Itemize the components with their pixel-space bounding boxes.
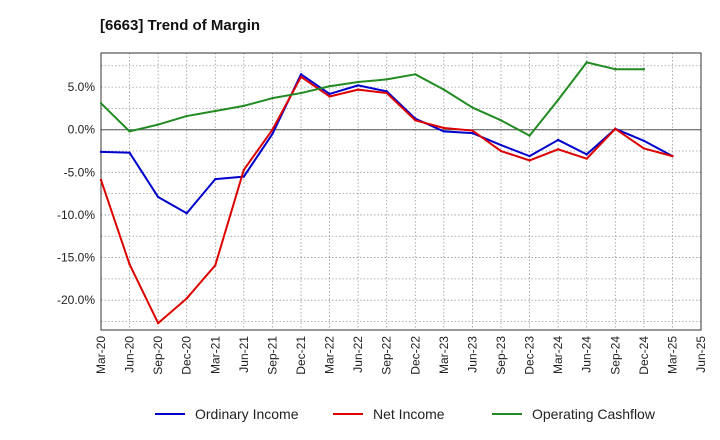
operating-cashflow-point (214, 109, 217, 113)
net-income-point (271, 128, 274, 131)
net-income-point (471, 129, 474, 132)
chart-title: [6663] Trend of Margin (100, 17, 260, 34)
operating-cashflow-point (242, 104, 246, 108)
x-tick-label: Sep-20 (151, 336, 165, 375)
net-income-point (642, 147, 646, 150)
net-income-point (214, 264, 217, 267)
operating-cashflow-point (299, 91, 303, 95)
ordinary-income-point (271, 132, 274, 136)
ordinary-income-point (556, 138, 560, 142)
x-tick-label: Jun-22 (351, 336, 365, 373)
net-income-point (442, 126, 446, 130)
net-income-point (585, 157, 588, 160)
x-tick-label: Jun-21 (237, 336, 251, 373)
net-income-point (614, 127, 617, 131)
x-tick-label: Sep-21 (265, 336, 279, 375)
x-tick-label: Sep-22 (380, 336, 394, 375)
ordinary-income-point (185, 212, 188, 215)
net-income-point (671, 154, 674, 158)
plot-area: 5.0% 0.0% -5.0% -10.0% -15.0% -20.0% Mar-20 Jun… (57, 52, 708, 375)
net-income-point (299, 75, 303, 79)
y-tick-label: -5.0% (64, 165, 96, 179)
ordinary-income-point (99, 150, 103, 154)
x-tick-label: Mar-23 (437, 336, 451, 374)
x-tick-label: Jun-24 (580, 336, 594, 373)
x-tick-label: Jun-25 (694, 336, 708, 373)
operating-cashflow-point (128, 130, 131, 133)
net-income-point (385, 91, 388, 95)
x-tick-label: Mar-20 (94, 336, 108, 374)
ordinary-income-point (499, 143, 503, 147)
ordinary-income-point (585, 153, 588, 156)
legend: Ordinary Income Net Income Operating Cashf… (155, 406, 656, 422)
net-income-point (556, 148, 560, 151)
plot-background (101, 53, 701, 330)
plot-frame (100, 52, 702, 331)
ordinary-income-point (385, 90, 388, 93)
y-tick-label: -15.0% (57, 251, 95, 265)
y-tick-label: 5.0% (68, 80, 96, 94)
ordinary-income-point (328, 92, 331, 96)
ordinary-income-point (156, 195, 160, 199)
x-tick-label: Mar-24 (551, 336, 565, 374)
x-tick-label: Dec-20 (180, 336, 194, 375)
ordinary-income-point (214, 177, 217, 181)
operating-cashflow-point (585, 61, 588, 64)
operating-cashflow-point (99, 102, 103, 105)
operating-cashflow-point (385, 78, 388, 81)
net-income-point (356, 88, 360, 91)
operating-cashflow-point (156, 123, 160, 126)
ordinary-income-point (642, 139, 646, 142)
net-income-point (499, 149, 503, 153)
x-tick-label: Dec-24 (637, 336, 651, 375)
x-tick-label: Jun-23 (465, 336, 479, 373)
y-tick-label: -10.0% (57, 208, 95, 222)
x-tick-label: Dec-22 (408, 336, 422, 375)
ordinary-income-legend-label: Ordinary Income (195, 406, 299, 422)
y-tick-label: -20.0% (57, 293, 95, 307)
net-income-point (156, 321, 160, 325)
x-tick-label: Dec-23 (523, 336, 537, 375)
operating-cashflow-point (185, 114, 188, 118)
net-income-legend-label: Net Income (373, 406, 445, 422)
x-tick-label: Mar-21 (208, 336, 222, 374)
x-tick-label: Sep-23 (494, 336, 508, 375)
operating-cashflow-point (556, 98, 560, 102)
net-income-point (528, 159, 531, 162)
operating-cashflow-point (471, 106, 474, 109)
x-tick-label: Mar-25 (665, 336, 679, 374)
net-income-point (242, 168, 246, 171)
operating-cashflow-point (642, 67, 646, 71)
x-tick-label: Mar-22 (323, 336, 337, 374)
net-income-point (185, 297, 188, 300)
operating-cashflow-point (328, 85, 331, 88)
net-income-point (328, 95, 331, 98)
x-tick-label: Dec-21 (294, 336, 308, 375)
ordinary-income-point (242, 175, 246, 178)
x-tick-label: Jun-20 (123, 336, 137, 373)
operating-cashflow-point (271, 96, 274, 100)
operating-cashflow-legend-label: Operating Cashflow (532, 406, 656, 422)
ordinary-income-point (356, 84, 360, 87)
operating-cashflow-point (442, 88, 446, 91)
operating-cashflow-point (614, 67, 617, 71)
operating-cashflow-line (100, 61, 644, 137)
y-tick-label: 0.0% (68, 123, 96, 137)
ordinary-income-point (471, 131, 474, 135)
net-income-point (128, 263, 131, 266)
ordinary-income-point (128, 151, 131, 154)
operating-cashflow-point (356, 80, 360, 84)
ordinary-income-point (299, 73, 303, 76)
ordinary-income-point (442, 130, 446, 133)
operating-cashflow-point (414, 73, 417, 76)
net-income-point (414, 119, 417, 122)
x-tick-label: Sep-24 (608, 336, 622, 375)
ordinary-income-point (528, 154, 531, 158)
operating-cashflow-point (499, 119, 503, 122)
net-income-point (99, 178, 103, 182)
operating-cashflow-point (528, 134, 531, 137)
